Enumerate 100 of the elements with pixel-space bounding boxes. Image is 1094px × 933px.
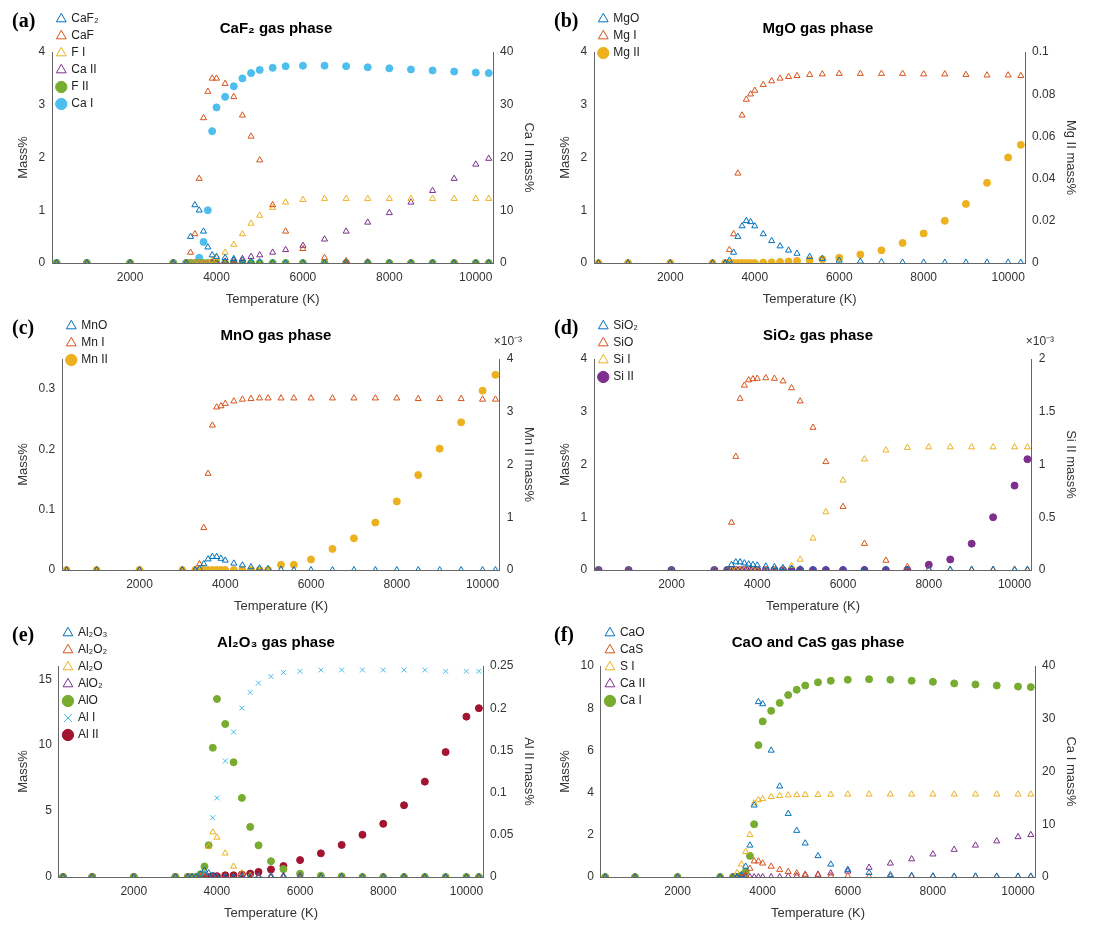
- x-axis-title: Temperature (K): [762, 290, 857, 306]
- y-tick-label: 1: [38, 202, 46, 217]
- legend-label: AlO: [77, 693, 98, 708]
- y-tick-label: 4: [587, 784, 595, 799]
- legend-label: Al II: [77, 727, 99, 742]
- y-tick-label: 15: [38, 671, 53, 686]
- x-tick-label: 6000: [289, 269, 317, 284]
- y2-tick-label: 0.1: [1032, 44, 1050, 59]
- x-axis-title: Temperature (K): [766, 597, 860, 613]
- x-tick-label: 6000: [286, 883, 314, 898]
- y2-tick-label: 40: [500, 44, 514, 59]
- text: ×10⁻³: [1025, 334, 1055, 349]
- y2-tick-label: 0.1: [490, 784, 508, 799]
- x-tick-label: 6000: [825, 269, 853, 284]
- x-tick-label: 10000: [449, 883, 484, 898]
- y-tick-label: 10: [38, 737, 53, 752]
- legend-label: Ca I: [619, 693, 642, 708]
- y2-tick-label: 0: [1032, 255, 1040, 270]
- y-tick-label: 8: [587, 700, 595, 715]
- x-tick-label: 2000: [656, 269, 684, 284]
- y-tick-label: 6: [587, 742, 595, 757]
- x-tick-label: 10000: [1001, 883, 1036, 898]
- legend-label: Si II: [613, 369, 634, 384]
- text: ×10⁻³: [493, 334, 523, 349]
- y2-tick-label: 4: [506, 351, 514, 366]
- y2-tick-label: 0.04: [1032, 170, 1056, 185]
- y-tick-label: 0: [587, 869, 595, 884]
- y-tick-label: 10: [580, 658, 595, 673]
- y2-tick-label: 30: [500, 97, 514, 112]
- text: (c): [12, 316, 35, 340]
- chart-title: Al₂O₃ gas phase: [217, 633, 335, 651]
- y2-tick-label: 20: [500, 149, 514, 164]
- y2-tick-label: 3: [506, 404, 514, 419]
- legend-label: CaF₂: [71, 11, 99, 26]
- text: (b): [554, 9, 579, 33]
- legend-label: Al₂O: [77, 659, 103, 674]
- legend-label: CaS: [619, 642, 644, 657]
- y-tick-label: 4: [38, 44, 46, 59]
- chart-title: SiO₂ gas phase: [762, 326, 874, 344]
- y-tick-label: 4: [580, 44, 588, 59]
- legend-label: F I: [71, 45, 86, 60]
- legend-label: Si I: [613, 352, 631, 367]
- y2-tick-label: 0.08: [1032, 86, 1056, 101]
- y-axis-title: Mass%: [557, 442, 573, 486]
- x-tick-label: 4000: [211, 576, 239, 591]
- x-tick-label: 2000: [664, 883, 692, 898]
- y2-tick-label: 0.05: [490, 827, 514, 842]
- y2-tick-label: 1: [1038, 456, 1046, 471]
- y2-tick-label: 0: [490, 869, 498, 884]
- y2-tick-label: 0: [1038, 562, 1046, 577]
- y2-tick-label: 0: [506, 562, 514, 577]
- y2-tick-label: 0.06: [1032, 128, 1056, 143]
- x-axis-title: Temperature (K): [224, 904, 318, 920]
- y2-tick-label: 0.15: [490, 742, 514, 757]
- x-tick-label: 8000: [910, 269, 938, 284]
- x-tick-label: 4000: [741, 269, 769, 284]
- x-tick-label: 4000: [749, 883, 777, 898]
- chart-title: MgO gas phase: [762, 19, 874, 37]
- y2-tick-label: 10: [1042, 816, 1056, 831]
- x-tick-label: 10000: [459, 269, 493, 284]
- legend-label: Mn II: [81, 352, 108, 367]
- legend-label: Ca II: [619, 676, 646, 691]
- legend-label: AlO₂: [77, 676, 103, 691]
- y-tick-label: 4: [580, 351, 588, 366]
- y-tick-label: 2: [587, 827, 595, 842]
- y-tick-label: 0: [48, 562, 56, 577]
- legend-label: Al₂O₃: [77, 625, 108, 640]
- legend-label: MgO: [613, 11, 640, 26]
- x-tick-label: 2000: [126, 576, 154, 591]
- x-tick-label: 2000: [116, 269, 144, 284]
- y2-tick-label: 10: [500, 202, 514, 217]
- legend-label: Ca I: [71, 96, 94, 111]
- legend-label: S I: [619, 659, 635, 674]
- x-tick-label: 4000: [203, 269, 231, 284]
- x-axis-title: Temperature (K): [234, 597, 328, 613]
- text: (e): [12, 623, 35, 647]
- legend-label: CaO: [619, 625, 645, 640]
- y-tick-label: 2: [38, 149, 46, 164]
- chart-title: CaO and CaS gas phase: [731, 633, 905, 651]
- y2-tick-label: 0: [500, 255, 508, 270]
- x-tick-label: 8000: [369, 883, 397, 898]
- y-axis-title: Mass%: [557, 749, 573, 793]
- y-tick-label: 0.1: [38, 502, 56, 517]
- y2-axis-title: Mn II mass%: [521, 426, 537, 503]
- x-tick-label: 4000: [743, 576, 771, 591]
- y-axis-title: Mass%: [557, 135, 573, 179]
- y2-tick-label: 0: [1042, 869, 1050, 884]
- y-tick-label: 0: [38, 255, 46, 270]
- x-tick-label: 10000: [997, 576, 1032, 591]
- y2-tick-label: 0.2: [490, 700, 508, 715]
- text: (d): [554, 316, 579, 340]
- legend-label: SiO: [613, 335, 634, 350]
- y2-tick-label: 1.5: [1038, 404, 1056, 419]
- y2-tick-label: 2: [1038, 351, 1046, 366]
- legend-label: Mg I: [613, 28, 637, 43]
- y2-axis-title: Al II mass%: [521, 737, 537, 807]
- y2-tick-label: 1: [506, 509, 514, 524]
- y-tick-label: 2: [580, 456, 588, 471]
- legend-label: Al₂O₂: [77, 642, 108, 657]
- legend-label: CaF: [71, 28, 94, 43]
